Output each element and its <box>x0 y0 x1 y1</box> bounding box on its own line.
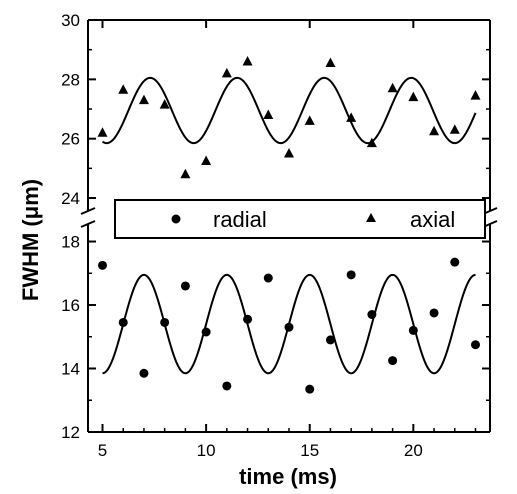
upper-y-tick-label: 26 <box>61 130 80 149</box>
point-radial <box>180 281 190 291</box>
point-axial <box>118 84 129 94</box>
lower-y-tick-label: 14 <box>61 360 80 379</box>
break-mark-left-1 <box>80 207 96 215</box>
point-axial <box>159 99 170 109</box>
point-radial <box>98 260 108 270</box>
point-axial <box>470 90 481 100</box>
point-radial <box>160 317 170 327</box>
point-axial <box>408 91 419 102</box>
axis-ticks: 5 10 15 20 24 26 28 30 12 14 16 18 <box>61 11 490 460</box>
point-radial <box>118 317 128 327</box>
point-axial <box>97 127 108 137</box>
point-radial <box>388 356 398 366</box>
data-markers <box>97 56 481 394</box>
legend-label-axial: axial <box>410 207 455 232</box>
break-mark-left-2 <box>80 220 96 228</box>
fit-curve-axial <box>101 76 477 145</box>
upper-y-tick-label: 28 <box>61 70 80 89</box>
point-axial <box>346 112 357 122</box>
point-radial <box>222 381 232 391</box>
point-radial <box>450 257 460 267</box>
point-axial <box>304 115 315 125</box>
lower-y-tick-label: 12 <box>61 423 80 442</box>
point-radial <box>263 273 273 283</box>
point-axial <box>449 124 460 134</box>
lower-y-tick-label: 18 <box>61 233 80 252</box>
point-axial <box>180 168 191 179</box>
x-tick-label: 5 <box>98 441 107 460</box>
point-radial <box>346 270 356 280</box>
point-axial <box>221 67 232 78</box>
point-radial <box>243 314 253 324</box>
x-tick-label: 15 <box>300 441 319 460</box>
point-radial <box>325 335 335 345</box>
legend: radial axial <box>114 199 486 239</box>
y-axis-title: FWHM (μm) <box>18 179 43 301</box>
x-tick-label: 20 <box>404 441 423 460</box>
legend-marker-radial <box>171 214 181 224</box>
legend-label-radial: radial <box>213 207 267 232</box>
point-axial <box>201 155 212 165</box>
point-radial <box>305 384 315 394</box>
point-axial <box>387 82 398 93</box>
point-radial <box>284 322 294 332</box>
point-axial <box>242 56 253 66</box>
point-axial <box>138 94 149 105</box>
x-axis-title: time (ms) <box>239 464 337 489</box>
point-radial <box>201 327 211 337</box>
point-radial <box>139 368 149 378</box>
point-radial <box>429 308 439 318</box>
point-radial <box>408 325 418 335</box>
point-axial <box>284 148 294 158</box>
lower-y-tick-label: 16 <box>61 296 80 315</box>
x-tick-label: 10 <box>197 441 216 460</box>
point-axial <box>429 125 440 136</box>
legend-marker-axial <box>366 213 376 222</box>
upper-y-tick-label: 30 <box>61 11 80 30</box>
point-axial <box>366 137 377 148</box>
upper-y-tick-label: 24 <box>61 189 80 208</box>
point-radial <box>470 340 480 350</box>
point-radial <box>367 310 377 320</box>
point-axial <box>263 109 274 119</box>
point-axial <box>325 57 336 68</box>
plot-frame <box>87 19 491 433</box>
